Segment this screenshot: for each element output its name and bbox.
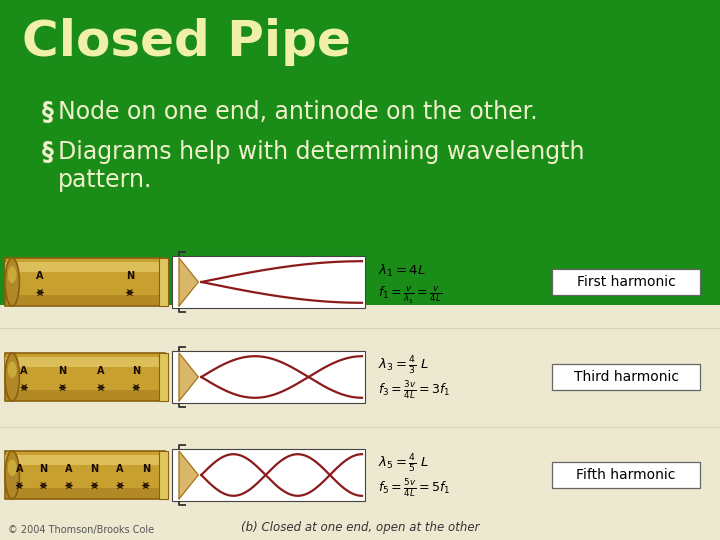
Polygon shape xyxy=(179,258,198,306)
Ellipse shape xyxy=(8,266,17,283)
Text: Closed Pipe: Closed Pipe xyxy=(22,18,351,66)
Text: (b) Closed at one end, open at the other: (b) Closed at one end, open at the other xyxy=(240,521,480,534)
Bar xyxy=(172,449,365,501)
Text: N: N xyxy=(91,464,99,474)
Polygon shape xyxy=(179,353,198,401)
Bar xyxy=(5,455,165,465)
Text: A: A xyxy=(20,366,28,376)
Text: $\lambda_5 = \frac{4}{5}\ L$: $\lambda_5 = \frac{4}{5}\ L$ xyxy=(378,453,429,475)
Text: §: § xyxy=(42,140,54,164)
Polygon shape xyxy=(179,451,198,499)
Text: §: § xyxy=(42,100,54,124)
Bar xyxy=(5,295,165,306)
Bar xyxy=(552,269,700,295)
Text: A: A xyxy=(66,464,73,474)
Text: A: A xyxy=(97,366,104,376)
Text: $\lambda_3 = \frac{4}{3}\ L$: $\lambda_3 = \frac{4}{3}\ L$ xyxy=(378,355,429,377)
Text: A: A xyxy=(16,464,23,474)
Bar xyxy=(5,258,165,306)
Bar xyxy=(172,351,365,403)
Ellipse shape xyxy=(5,451,19,499)
Text: $f_5 = \frac{5v}{4L} = 5f_1$: $f_5 = \frac{5v}{4L} = 5f_1$ xyxy=(378,477,451,499)
Bar xyxy=(552,462,700,488)
Bar xyxy=(552,364,700,390)
Text: $f_1 = \frac{v}{\lambda_1} = \frac{v}{4L}$: $f_1 = \frac{v}{\lambda_1} = \frac{v}{4L… xyxy=(378,284,442,306)
Text: A: A xyxy=(37,271,44,281)
Ellipse shape xyxy=(5,353,19,401)
Text: N: N xyxy=(40,464,48,474)
Bar xyxy=(158,451,168,499)
Bar xyxy=(172,256,365,308)
Bar xyxy=(0,305,720,540)
Bar xyxy=(158,353,168,401)
Text: A: A xyxy=(117,464,124,474)
Text: N: N xyxy=(126,271,134,281)
Ellipse shape xyxy=(5,258,19,306)
Text: Third harmonic: Third harmonic xyxy=(574,370,678,384)
Ellipse shape xyxy=(8,460,17,476)
Ellipse shape xyxy=(8,361,17,378)
Text: $\lambda_1 = 4L$: $\lambda_1 = 4L$ xyxy=(378,263,426,279)
Text: N: N xyxy=(132,366,140,376)
Text: © 2004 Thomson/Brooks Cole: © 2004 Thomson/Brooks Cole xyxy=(8,525,154,535)
Bar xyxy=(5,353,165,401)
Bar xyxy=(5,451,165,499)
Bar xyxy=(5,390,165,401)
Text: Fifth harmonic: Fifth harmonic xyxy=(576,468,675,482)
Text: N: N xyxy=(142,464,150,474)
Text: N: N xyxy=(58,366,67,376)
Text: Node on one end, antinode on the other.: Node on one end, antinode on the other. xyxy=(58,100,538,124)
Bar xyxy=(5,489,165,499)
Text: $f_3 = \frac{3v}{4L} = 3f_1$: $f_3 = \frac{3v}{4L} = 3f_1$ xyxy=(378,379,451,401)
Text: First harmonic: First harmonic xyxy=(577,275,675,289)
Text: Diagrams help with determining wavelength
pattern.: Diagrams help with determining wavelengt… xyxy=(58,140,585,192)
Bar xyxy=(5,357,165,367)
Bar xyxy=(5,262,165,272)
Bar xyxy=(158,258,168,306)
